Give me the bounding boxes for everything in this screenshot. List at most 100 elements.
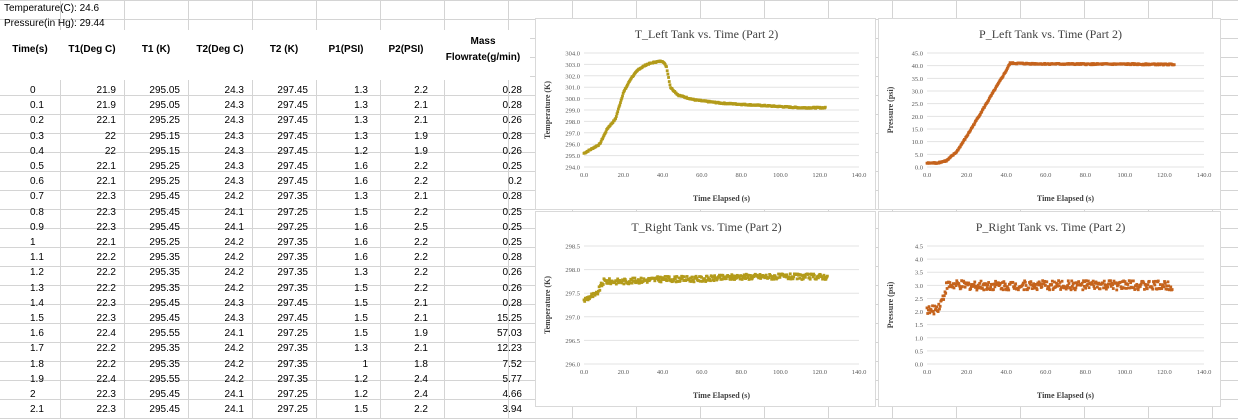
table-cell[interactable]: 0.25: [502, 237, 522, 248]
table-cell[interactable]: 0.1: [30, 100, 44, 112]
chart-t-left[interactable]: T_Left Tank vs. Time (Part 2) 294.0 295.0 2…: [535, 18, 876, 210]
table-cell[interactable]: 295.05: [149, 85, 180, 96]
table-cell[interactable]: 12.23: [496, 343, 522, 355]
table-cell[interactable]: 5.77: [502, 373, 522, 385]
table-cell[interactable]: 1.5: [354, 297, 368, 309]
table-cell[interactable]: 22.2: [96, 282, 116, 294]
table-cell[interactable]: 2: [30, 389, 36, 400]
table-cell[interactable]: 0.7: [30, 191, 44, 203]
table-cell[interactable]: 1.3: [354, 267, 368, 279]
table-cell[interactable]: 15.25: [496, 313, 522, 324]
table-cell[interactable]: 0.28: [502, 297, 522, 309]
table-cell[interactable]: 1.6: [354, 161, 368, 172]
pressure-cell[interactable]: Pressure(in Hg): 29.44: [4, 18, 105, 29]
table-cell[interactable]: 0.26: [502, 145, 522, 157]
table-cell[interactable]: 1.3: [354, 191, 368, 203]
table-cell[interactable]: 7.52: [502, 358, 522, 370]
table-cell[interactable]: 21.9: [96, 85, 116, 96]
table-cell[interactable]: 2.1: [414, 100, 428, 112]
table-cell[interactable]: 0.6: [30, 176, 44, 188]
table-cell[interactable]: 297.25: [277, 328, 308, 340]
table-cell[interactable]: 24.1: [224, 221, 244, 233]
table-cell[interactable]: 295.15: [149, 145, 180, 157]
table-cell[interactable]: 1.6: [354, 176, 368, 188]
table-cell[interactable]: 295.05: [149, 100, 180, 112]
table-cell[interactable]: 22.3: [96, 221, 116, 233]
table-cell[interactable]: 297.45: [277, 115, 308, 127]
table-cell[interactable]: 24.3: [224, 145, 244, 157]
table-cell[interactable]: 295.35: [149, 267, 180, 279]
table-cell[interactable]: 4.66: [502, 389, 522, 400]
table-cell[interactable]: 24.1: [224, 389, 244, 400]
table-cell[interactable]: 24.2: [224, 343, 244, 355]
table-cell[interactable]: 297.45: [277, 297, 308, 309]
table-cell[interactable]: 1.6: [354, 221, 368, 233]
table-cell[interactable]: 24.2: [224, 191, 244, 203]
table-cell[interactable]: 1.3: [354, 130, 368, 142]
table-cell[interactable]: 1.5: [354, 404, 368, 416]
table-cell[interactable]: 0.28: [502, 191, 522, 203]
table-cell[interactable]: 0.26: [502, 115, 522, 127]
table-cell[interactable]: 2.1: [414, 115, 428, 127]
header-t2k[interactable]: T2 (K): [269, 44, 299, 55]
table-cell[interactable]: 1: [362, 358, 368, 370]
table-cell[interactable]: 0.2: [508, 176, 522, 188]
table-cell[interactable]: 1.2: [354, 389, 368, 400]
table-cell[interactable]: 21.9: [96, 100, 116, 112]
table-cell[interactable]: 295.25: [149, 115, 180, 127]
table-cell[interactable]: 297.45: [277, 145, 308, 157]
table-cell[interactable]: 24.3: [224, 161, 244, 172]
table-cell[interactable]: 1.2: [354, 145, 368, 157]
table-cell[interactable]: 2.2: [414, 161, 428, 172]
table-cell[interactable]: 2.5: [414, 221, 428, 233]
table-cell[interactable]: 0.9: [30, 221, 44, 233]
header-time[interactable]: Time(s): [12, 44, 48, 55]
header-t2c[interactable]: T2(Deg C): [196, 44, 244, 55]
table-cell[interactable]: 24.2: [224, 267, 244, 279]
table-cell[interactable]: 2.2: [414, 85, 428, 96]
table-cell[interactable]: 24.3: [224, 313, 244, 324]
table-cell[interactable]: 0.28: [502, 100, 522, 112]
table-cell[interactable]: 2.1: [414, 297, 428, 309]
table-cell[interactable]: 0.4: [30, 145, 44, 157]
table-cell[interactable]: 295.45: [149, 191, 180, 203]
table-cell[interactable]: 2.2: [414, 404, 428, 416]
table-cell[interactable]: 297.25: [277, 389, 308, 400]
table-cell[interactable]: 24.3: [224, 100, 244, 112]
table-cell[interactable]: 295.35: [149, 252, 180, 264]
table-cell[interactable]: 297.25: [277, 404, 308, 416]
table-cell[interactable]: 297.25: [277, 221, 308, 233]
table-cell[interactable]: 295.55: [149, 373, 180, 385]
table-cell[interactable]: 2.2: [414, 267, 428, 279]
table-cell[interactable]: 1.9: [414, 130, 428, 142]
table-cell[interactable]: 295.35: [149, 282, 180, 294]
table-cell[interactable]: 24.3: [224, 130, 244, 142]
table-cell[interactable]: 297.35: [277, 237, 308, 248]
table-cell[interactable]: 1.5: [354, 206, 368, 218]
table-cell[interactable]: 2.4: [414, 389, 428, 400]
table-cell[interactable]: 22.3: [96, 389, 116, 400]
table-cell[interactable]: 0.28: [502, 85, 522, 96]
table-cell[interactable]: 297.35: [277, 267, 308, 279]
table-cell[interactable]: 24.3: [224, 115, 244, 127]
table-cell[interactable]: 297.25: [277, 206, 308, 218]
table-cell[interactable]: 1.3: [354, 115, 368, 127]
table-cell[interactable]: 24.3: [224, 85, 244, 96]
table-cell[interactable]: 1: [30, 237, 36, 248]
table-cell[interactable]: 1.5: [354, 328, 368, 340]
table-cell[interactable]: 297.45: [277, 130, 308, 142]
chart-t-right[interactable]: T_Right Tank vs. Time (Part 2) 296.0 296.5…: [535, 211, 876, 407]
table-cell[interactable]: 1.9: [30, 373, 44, 385]
table-cell[interactable]: 24.2: [224, 252, 244, 264]
table-cell[interactable]: 0.26: [502, 267, 522, 279]
table-cell[interactable]: 57.03: [496, 328, 522, 340]
table-cell[interactable]: 1.6: [30, 328, 44, 340]
table-cell[interactable]: 22.3: [96, 313, 116, 324]
table-cell[interactable]: 1.6: [354, 252, 368, 264]
table-cell[interactable]: 0.5: [30, 161, 44, 172]
table-cell[interactable]: 0.26: [502, 282, 522, 294]
header-p2[interactable]: P2(PSI): [388, 44, 424, 55]
table-cell[interactable]: 22.4: [96, 373, 116, 385]
table-cell[interactable]: 297.45: [277, 161, 308, 172]
table-cell[interactable]: 1.1: [30, 252, 44, 264]
